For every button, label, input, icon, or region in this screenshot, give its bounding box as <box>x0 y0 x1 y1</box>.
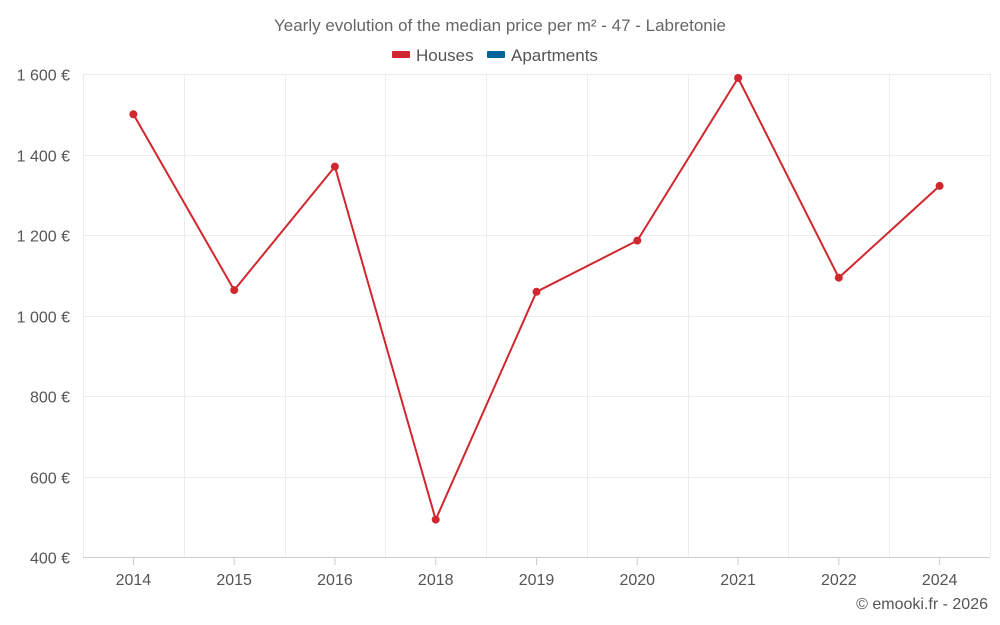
x-tick-label: 2020 <box>619 572 655 589</box>
x-tick-label: 2016 <box>317 572 353 589</box>
y-gridlines <box>83 74 990 478</box>
data-point-houses-2015[interactable] <box>230 286 239 295</box>
x-tick-label: 2021 <box>720 572 756 589</box>
legend-item-apartments[interactable]: Apartments <box>487 46 598 65</box>
credit-text: © emooki.fr - 2026 <box>856 596 988 613</box>
legend-label-apartments: Apartments <box>511 46 598 65</box>
legend-swatch-houses <box>392 51 410 58</box>
data-point-houses-2022[interactable] <box>834 273 843 282</box>
x-tick-label: 2022 <box>821 572 857 589</box>
legend-label-houses: Houses <box>416 46 474 65</box>
x-gridlines <box>83 74 991 557</box>
legend: Houses Apartments <box>392 46 598 65</box>
data-point-houses-2018[interactable] <box>431 515 440 524</box>
x-tick-label: 2024 <box>922 572 958 589</box>
y-tick-label: 1 400 € <box>17 149 70 166</box>
y-tick-label: 800 € <box>30 390 70 407</box>
data-point-houses-2019[interactable] <box>532 287 541 296</box>
data-point-houses-2016[interactable] <box>330 162 339 171</box>
x-tick-label: 2014 <box>116 572 152 589</box>
x-tick-label: 2018 <box>418 572 454 589</box>
y-tick-label: 600 € <box>30 471 70 488</box>
series-line-houses <box>132 77 941 521</box>
y-tick-label: 400 € <box>30 551 70 568</box>
x-tick-label: 2015 <box>216 572 252 589</box>
y-tick-label: 1 000 € <box>17 310 70 327</box>
legend-swatch-apartments <box>487 51 505 58</box>
x-axis-ticks: 2014 2015 2016 2018 2019 2020 2021 2022 2024 <box>116 557 958 589</box>
legend-item-houses[interactable]: Houses <box>392 46 474 65</box>
data-point-houses-2014[interactable] <box>129 110 138 119</box>
data-point-houses-2024[interactable] <box>935 181 944 190</box>
chart-title: Yearly evolution of the median price per… <box>274 16 726 35</box>
data-point-houses-2021[interactable] <box>734 74 743 82</box>
y-tick-label: 1 200 € <box>17 229 70 246</box>
y-tick-label: 1 600 € <box>17 68 70 85</box>
y-axis-ticks: 400 € 600 € 800 € 1 000 € 1 200 € 1 400 € 1 60… <box>17 68 70 568</box>
x-tick-label: 2019 <box>519 572 555 589</box>
data-point-houses-2020[interactable] <box>633 236 642 245</box>
series-layer <box>129 74 944 524</box>
